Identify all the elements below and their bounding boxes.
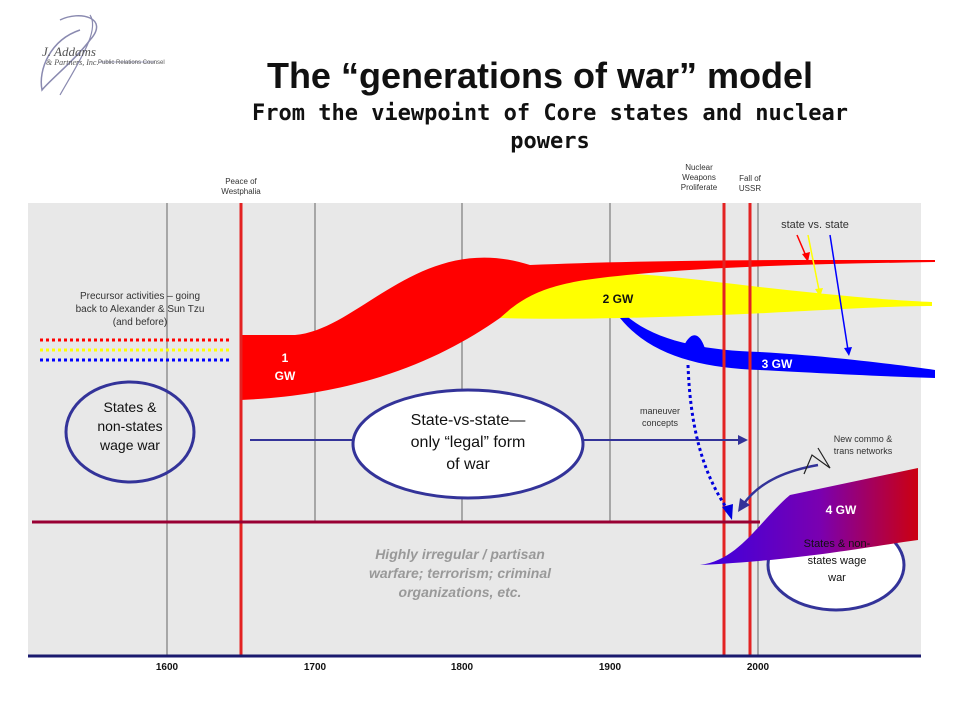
gw3-band bbox=[620, 310, 935, 378]
maneuver-label: maneuver concepts bbox=[625, 405, 695, 429]
commo-line1: New commo & bbox=[833, 434, 893, 444]
gw3-label: 3 GW bbox=[761, 357, 793, 371]
maneuver-line2: concepts bbox=[641, 418, 679, 428]
page-subtitle: From the viewpoint of Core states and nu… bbox=[251, 101, 849, 154]
oval-right-line1: States & non- bbox=[803, 538, 871, 550]
event-westphalia-line1: Peace of bbox=[225, 177, 257, 186]
irregular-line1: Highly irregular / partisan bbox=[375, 546, 545, 562]
gw4-wedge bbox=[700, 468, 918, 565]
oval-center bbox=[351, 388, 585, 500]
event-nuclear-line2: Weapons bbox=[682, 173, 716, 182]
commo-arrow bbox=[741, 463, 819, 506]
event-ussr: Fall of USSR bbox=[728, 174, 772, 194]
state-arrow-yellow bbox=[807, 234, 820, 291]
gw4-label: 4 GW bbox=[825, 503, 857, 517]
oval-right-text: States & non- states wage war bbox=[782, 536, 892, 587]
oval-right-line2: states wage bbox=[807, 555, 867, 567]
precursor-line3: (and before) bbox=[112, 317, 168, 328]
irregular-line3: organizations, etc. bbox=[398, 584, 522, 600]
tick-1900: 1900 bbox=[598, 662, 622, 673]
gw3-bump bbox=[682, 335, 706, 352]
gw2-band bbox=[500, 273, 932, 319]
tick-1600: 1600 bbox=[155, 662, 179, 673]
commo-line2: trans networks bbox=[833, 446, 893, 456]
event-ussr-line1: Fall of bbox=[739, 174, 761, 183]
page-title: The “generations of war” model bbox=[266, 55, 814, 96]
tick-2000: 2000 bbox=[746, 662, 770, 673]
gw1-band bbox=[240, 257, 935, 400]
event-westphalia-line2: Westphalia bbox=[221, 187, 261, 196]
network-icon bbox=[803, 447, 831, 475]
logo-sub: & Partners, Inc. bbox=[46, 58, 99, 67]
state-arrow-red-head bbox=[802, 252, 810, 262]
tick-1700: 1700 bbox=[303, 662, 327, 673]
maneuver-arrow bbox=[686, 364, 730, 511]
irregular-warfare-text: Highly irregular / partisan warfare; ter… bbox=[330, 545, 590, 602]
arrow-head-right bbox=[738, 435, 748, 445]
precursor-label: Precursor activities – going back to Ale… bbox=[40, 290, 240, 329]
oval-center-line2: only “legal” form bbox=[410, 434, 526, 451]
state-arrow-yellow-head bbox=[815, 288, 823, 297]
logo-council: Public Relations Counsel bbox=[98, 60, 165, 66]
gw1-line1: 1 bbox=[281, 351, 289, 365]
oval-center-line1: State-vs-state— bbox=[410, 412, 526, 429]
oval-left bbox=[64, 380, 196, 484]
state-arrow-red bbox=[796, 234, 807, 257]
oval-right-line3: war bbox=[828, 572, 846, 584]
gw1-line2: GW bbox=[274, 369, 296, 383]
precursor-line1: Precursor activities – going bbox=[79, 291, 201, 302]
irregular-line2: warfare; terrorism; criminal bbox=[368, 565, 552, 581]
event-nuclear-line1: Nuclear bbox=[685, 163, 713, 172]
logo-name: J. Addams bbox=[42, 44, 96, 59]
oval-center-text: State-vs-state— only “legal” form of war bbox=[378, 410, 558, 476]
oval-center-line3: of war bbox=[446, 456, 490, 473]
precursor-line2: back to Alexander & Sun Tzu bbox=[75, 304, 205, 315]
state-arrow-blue-head bbox=[844, 347, 852, 356]
oval-left-text: States & non-states wage war bbox=[70, 398, 190, 455]
maneuver-line1: maneuver bbox=[639, 406, 681, 416]
state-arrow-blue bbox=[829, 234, 849, 351]
oval-left-line1: States & bbox=[103, 399, 157, 415]
tick-1800: 1800 bbox=[450, 662, 474, 673]
event-ussr-line2: USSR bbox=[738, 184, 762, 193]
oval-left-line3: wage war bbox=[100, 437, 160, 453]
commo-label: New commo & trans networks bbox=[818, 433, 908, 457]
state-vs-state-label: state vs. state bbox=[781, 219, 849, 231]
maneuver-arrow-head bbox=[722, 504, 733, 520]
event-nuclear: Nuclear Weapons Proliferate bbox=[664, 163, 734, 193]
oval-right-clip: States & non- states wage war bbox=[782, 536, 892, 606]
commo-arrow-head bbox=[738, 498, 750, 512]
gw1-label: 1 GW bbox=[268, 349, 302, 385]
gw2-label: 2 GW bbox=[602, 292, 634, 306]
event-westphalia: Peace of Westphalia bbox=[205, 177, 277, 197]
company-logo bbox=[40, 14, 155, 96]
event-nuclear-line3: Proliferate bbox=[680, 183, 718, 192]
oval-left-line2: non-states bbox=[97, 418, 163, 434]
